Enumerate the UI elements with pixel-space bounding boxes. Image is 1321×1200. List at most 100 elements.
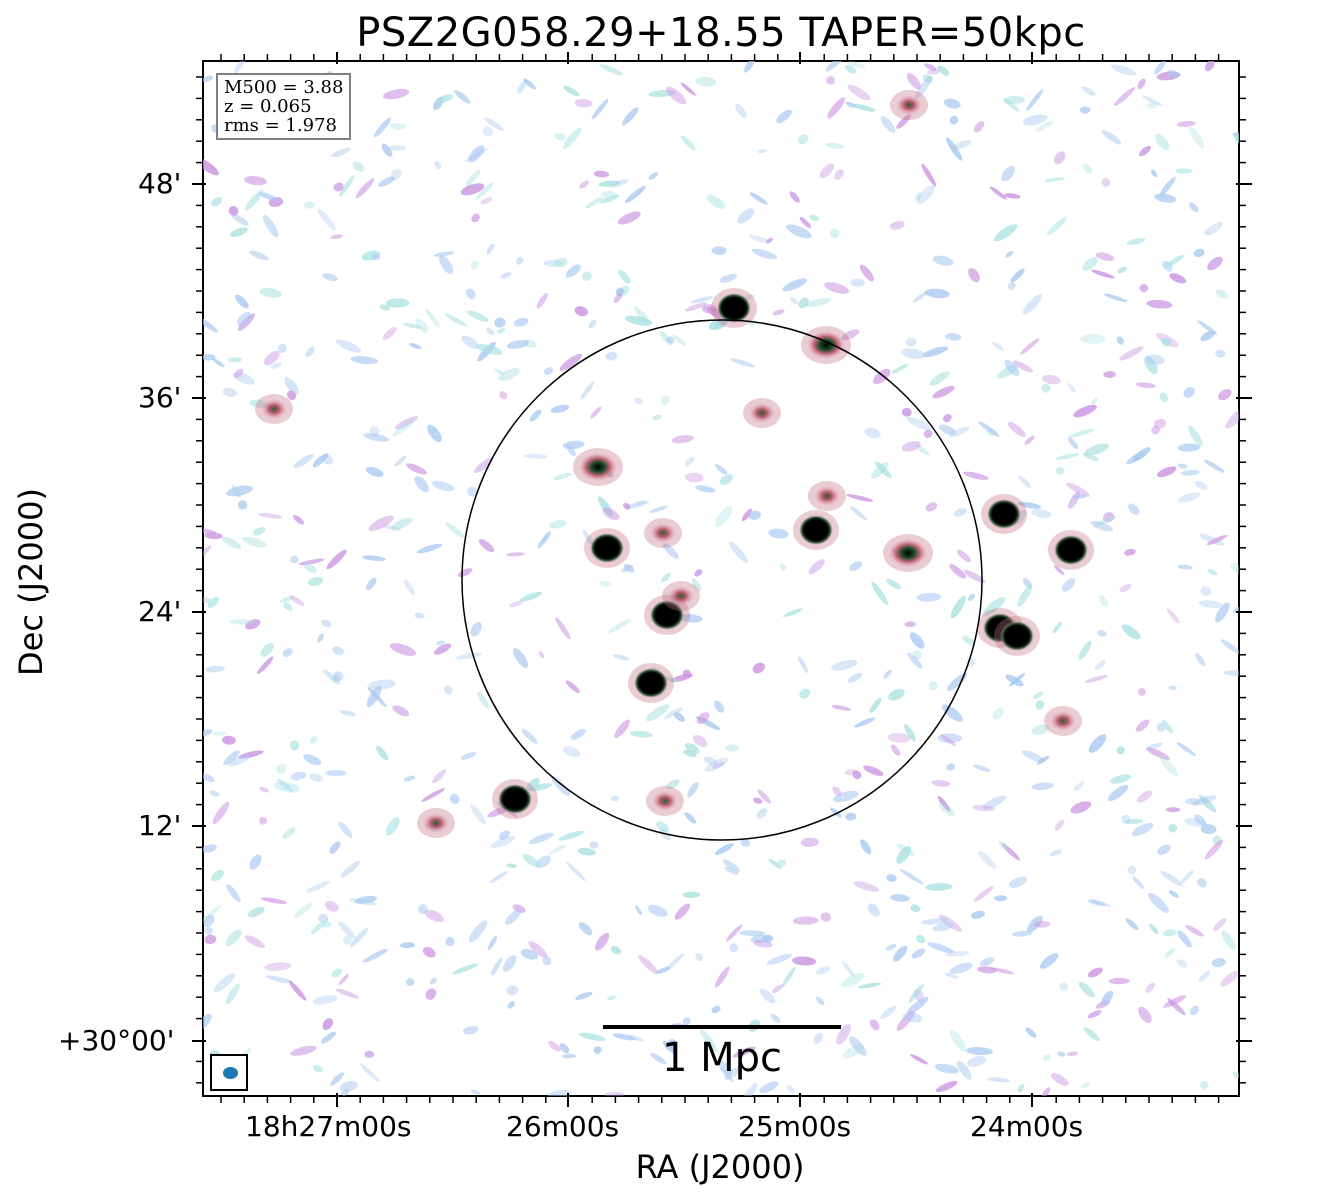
noise-blob — [645, 704, 670, 722]
noise-blob — [1197, 878, 1207, 888]
noise-blob — [415, 318, 429, 333]
noise-blob — [924, 63, 937, 71]
noise-blob — [226, 884, 241, 903]
noise-blob — [871, 581, 889, 605]
noise-blob — [662, 543, 679, 559]
noise-blob — [635, 905, 643, 916]
noise-blob — [832, 786, 842, 796]
noise-blob — [528, 783, 553, 792]
noise-blob — [584, 196, 604, 209]
noise-blob — [433, 251, 455, 257]
noise-blob — [1098, 594, 1109, 608]
noise-blob — [630, 730, 653, 738]
noise-blob — [1123, 548, 1136, 556]
noise-blob — [845, 101, 857, 108]
noise-blob — [1041, 383, 1051, 393]
noise-blob — [1177, 930, 1192, 948]
noise-blob — [695, 76, 717, 87]
noise-blob — [692, 735, 708, 747]
noise-blob — [470, 803, 486, 825]
noise-blob — [1011, 930, 1034, 937]
noise-blob — [1165, 807, 1181, 813]
noise-blob — [1148, 923, 1159, 935]
noise-blob — [574, 306, 589, 317]
noise-blob — [937, 65, 950, 76]
noise-blob — [1033, 920, 1051, 928]
noise-blob — [638, 954, 659, 975]
noise-blob — [1198, 600, 1223, 609]
noise-blob — [368, 515, 394, 532]
noise-blob — [593, 1046, 602, 1054]
noise-blob — [303, 563, 317, 573]
noise-blob — [899, 869, 924, 885]
noise-blob — [517, 79, 528, 94]
noise-blob — [1215, 349, 1226, 358]
noise-blob — [244, 176, 267, 186]
noise-blob — [303, 201, 316, 209]
noise-blob — [1113, 87, 1136, 107]
noise-blob — [570, 728, 586, 740]
noise-blob — [883, 669, 892, 680]
noise-blob — [963, 471, 989, 480]
noise-blob — [1207, 569, 1218, 576]
noise-blob — [720, 1067, 734, 1083]
noise-blob — [279, 596, 294, 603]
noise-blob — [1125, 918, 1139, 931]
noise-blob — [579, 180, 589, 189]
noise-blob — [335, 339, 362, 353]
noise-blob — [486, 327, 495, 336]
noise-blob — [203, 1013, 212, 1031]
noise-blob — [1013, 360, 1033, 373]
noise-blob — [1153, 418, 1167, 429]
m500-label: M500 = 3.88 — [224, 77, 344, 98]
noise-blob — [355, 178, 375, 199]
noise-blob — [1078, 981, 1095, 998]
noise-blob — [618, 269, 631, 284]
noise-blob — [672, 334, 687, 347]
noise-blob — [563, 746, 581, 758]
radio-source — [1054, 535, 1088, 565]
noise-blob — [1154, 193, 1177, 203]
noise-blob — [425, 308, 440, 328]
noise-blob — [834, 169, 844, 180]
noise-blob — [505, 909, 521, 925]
noise-blob — [259, 287, 282, 298]
noise-blob — [782, 278, 807, 292]
noise-blob — [779, 563, 787, 571]
radio-source — [814, 486, 840, 506]
noise-blob — [298, 558, 325, 566]
noise-blob — [526, 777, 541, 791]
noise-blob — [1108, 977, 1130, 985]
noise-blob — [439, 255, 454, 275]
noise-blob — [715, 464, 728, 475]
noise-blob — [904, 621, 916, 628]
noise-blob — [852, 770, 862, 780]
noise-blob — [932, 255, 954, 266]
noise-blob — [223, 750, 240, 766]
radio-source — [889, 539, 927, 567]
radio-source — [1050, 711, 1076, 731]
y-tick-label: 36' — [138, 381, 182, 414]
noise-blob — [915, 75, 933, 99]
noise-blob — [1138, 1006, 1152, 1023]
noise-blob — [694, 569, 703, 577]
noise-blob — [400, 942, 416, 949]
noise-blob — [998, 840, 1008, 850]
noise-blob — [434, 161, 442, 170]
noise-blob — [1067, 1051, 1078, 1057]
noise-blob — [494, 368, 505, 376]
noise-blob — [943, 413, 952, 423]
noise-blob — [529, 409, 542, 422]
noise-blob — [409, 343, 422, 350]
noise-blob — [671, 435, 694, 444]
noise-blob — [896, 845, 912, 864]
noise-blob — [321, 1031, 336, 1044]
noise-blob — [748, 510, 761, 520]
noise-blob — [1036, 755, 1050, 765]
noise-blob — [1008, 876, 1027, 888]
noise-blob — [588, 319, 597, 329]
noise-blob — [548, 1040, 561, 1052]
noise-blob — [1084, 674, 1108, 683]
noise-blob — [1003, 193, 1021, 199]
noise-blob — [286, 390, 297, 401]
